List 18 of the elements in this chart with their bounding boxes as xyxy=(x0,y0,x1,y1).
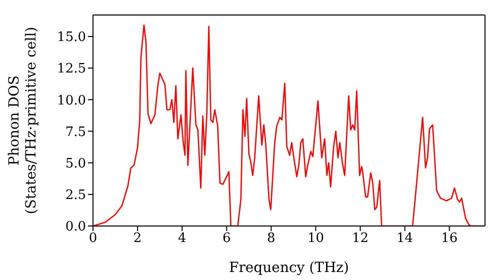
y-tick-label: 0.0 xyxy=(65,220,86,235)
x-tick-label: 4 xyxy=(178,231,186,246)
y-axis-title: Phonon DOS (States/THz·primitive cell) xyxy=(6,26,40,214)
x-axis-title: Frequency (THz) xyxy=(228,260,350,276)
y-tick-label: 2.5 xyxy=(65,188,86,204)
x-tick-label: 8 xyxy=(267,231,276,246)
y-tick-label: 7.5 xyxy=(65,124,86,140)
x-tick-label: 2 xyxy=(133,231,142,246)
x-tick-label: 14 xyxy=(396,231,414,246)
x-tick-label: 10 xyxy=(307,231,324,246)
x-tick-label: 16 xyxy=(441,231,458,246)
y-tick-label: 12.5 xyxy=(57,62,86,77)
y-tick-label: 5.0 xyxy=(65,156,86,172)
y-tick-label: 10.0 xyxy=(57,93,86,108)
x-tick-label: 12 xyxy=(352,231,369,246)
x-tick-label: 0 xyxy=(88,231,98,246)
y-tick-label: 15.0 xyxy=(57,30,86,46)
x-tick-label: 6 xyxy=(222,231,231,246)
